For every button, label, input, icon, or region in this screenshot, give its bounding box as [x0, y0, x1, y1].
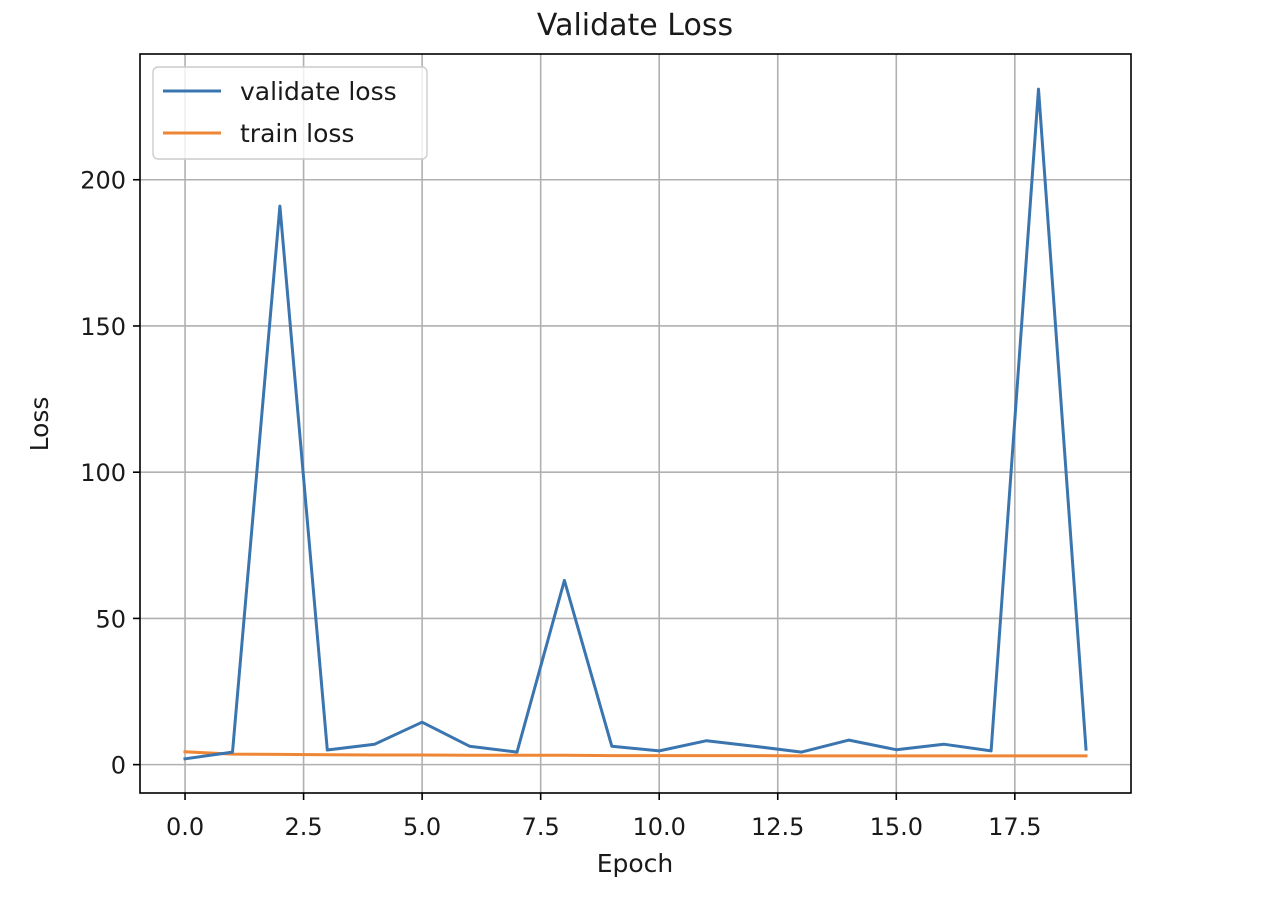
y-tick-label: 0	[111, 752, 126, 780]
x-tick-label: 15.0	[870, 813, 923, 841]
grid	[140, 54, 1131, 793]
x-tick-label: 2.5	[285, 813, 323, 841]
y-axis-label: Loss	[25, 397, 54, 452]
plot-frame	[139, 53, 1132, 794]
legend-box	[152, 66, 428, 160]
legend-label-train-loss: train loss	[240, 119, 354, 148]
y-tick-label: 150	[80, 313, 126, 341]
legend-label-validate-loss: validate loss	[240, 77, 397, 106]
y-axis-ticks: 0 50 100 150 200	[80, 167, 140, 780]
y-tick-label: 50	[95, 605, 126, 633]
x-tick-label: 10.0	[632, 813, 685, 841]
x-tick-label: 12.5	[751, 813, 804, 841]
x-axis-ticks: 0.0 2.5 5.0 7.5 10.0 12.5 15.0 17.5	[166, 793, 1042, 841]
x-tick-label: 0.0	[166, 813, 204, 841]
chart-title: Validate Loss	[537, 8, 733, 43]
series-lines	[183, 87, 1088, 761]
x-tick-label: 17.5	[988, 813, 1041, 841]
series-line-validate-loss	[183, 87, 1088, 761]
x-tick-label: 5.0	[403, 813, 441, 841]
y-tick-label: 200	[80, 167, 126, 195]
x-axis-label: Epoch	[597, 849, 674, 878]
legend: validate loss train loss	[152, 66, 428, 160]
y-tick-label: 100	[80, 459, 126, 487]
series-line-train-loss	[183, 750, 1088, 758]
x-tick-label: 7.5	[522, 813, 560, 841]
